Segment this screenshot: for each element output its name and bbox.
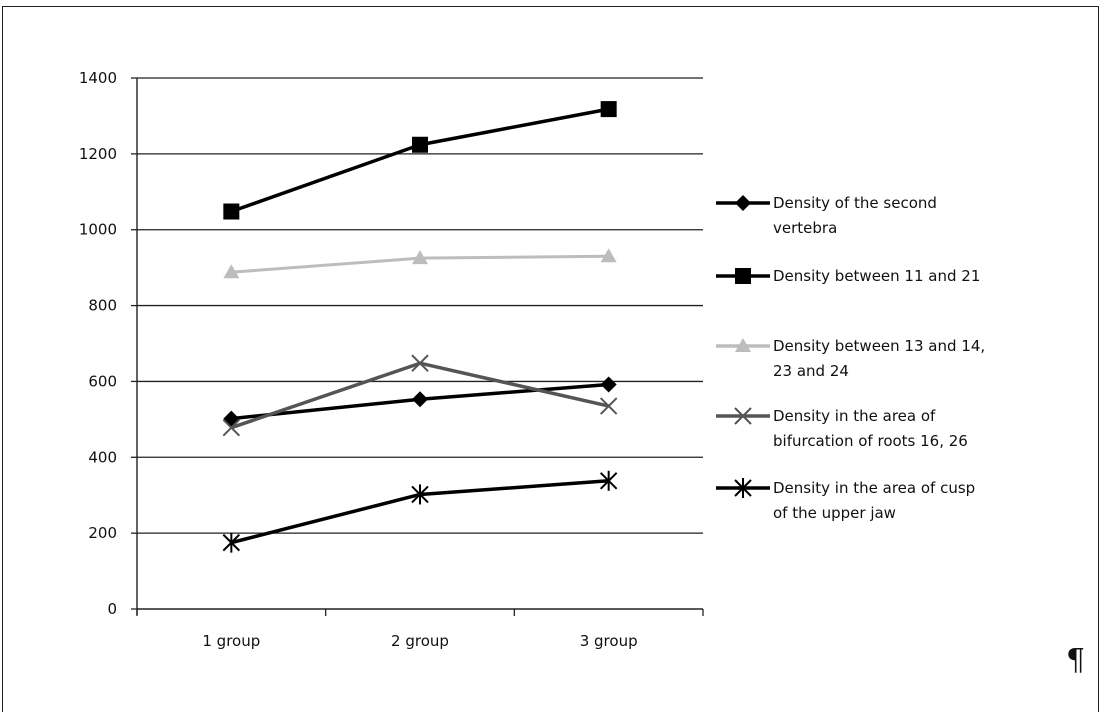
marker-triangle [600,248,617,263]
marker-star [411,484,429,505]
marker-square [600,101,617,118]
y-tick-label: 1400 [79,69,117,87]
legend-item: Density in the area of cusp of the upper … [716,478,975,522]
pilcrow-mark: ¶ [1066,643,1086,678]
marker-x [734,407,752,425]
marker-diamond [600,376,617,393]
legend-item: Density in the area of bifurcation of roo… [716,407,968,450]
marker-x [411,354,429,372]
tick-labels: 0 200 400 600 800 1000 1200 1400 1 group 2 group 3… [79,69,638,650]
legend-label: 23 and 24 [773,362,849,380]
series-5 [222,470,618,553]
legend-item: Density between 11 and 21 [716,267,980,285]
marker-x [599,397,618,415]
marker-x-stroke [599,397,618,415]
y-tick-label: 1000 [79,221,117,239]
marker-x-stroke [411,354,429,372]
series-1 [223,376,617,427]
marker-star [222,532,241,553]
legend-item: Density between 13 and 14, 23 and 24 [716,337,985,380]
marker-triangle [412,250,428,265]
x-tick-label: 1 group [202,632,260,650]
marker-x-stroke [222,418,241,437]
legend-label: Density of the second [773,194,937,212]
y-tick-label: 200 [88,524,117,542]
series-layer [222,101,618,553]
legend-label: Density in the area of [773,407,936,425]
legend: Density of the second vertebra Density bet… [716,194,985,522]
x-tick-label: 3 group [580,632,638,650]
axes [131,77,704,616]
x-tick-label: 2 group [391,632,449,650]
y-tick-label: 800 [88,297,117,315]
legend-label: bifurcation of roots 16, 26 [773,432,968,450]
legend-label: Density in the area of cusp [773,479,975,497]
marker-star [734,478,752,498]
marker-x-stroke [734,407,752,425]
marker-square [735,268,751,284]
series-3 [223,248,617,279]
series-2 [223,101,617,220]
y-tick-label: 400 [88,448,117,466]
legend-label: Density between 13 and 14, [773,337,985,355]
marker-square [223,203,240,220]
marker-diamond [412,391,428,408]
series-4 [222,354,618,437]
marker-x [222,418,241,437]
y-tick-label: 1200 [79,145,117,163]
y-tick-label: 600 [88,372,117,390]
legend-item: Density of the second vertebra [716,194,937,237]
y-tick-label: 0 [107,600,117,618]
legend-label: of the upper jaw [773,504,896,522]
figure-frame [2,6,1099,712]
marker-square [412,136,428,153]
marker-diamond [735,195,751,211]
legend-label: Density between 11 and 21 [773,267,980,285]
marker-triangle [735,338,751,352]
marker-star [599,470,618,491]
legend-label: vertebra [773,219,837,237]
series-line [230,107,609,214]
marker-triangle [223,264,240,279]
